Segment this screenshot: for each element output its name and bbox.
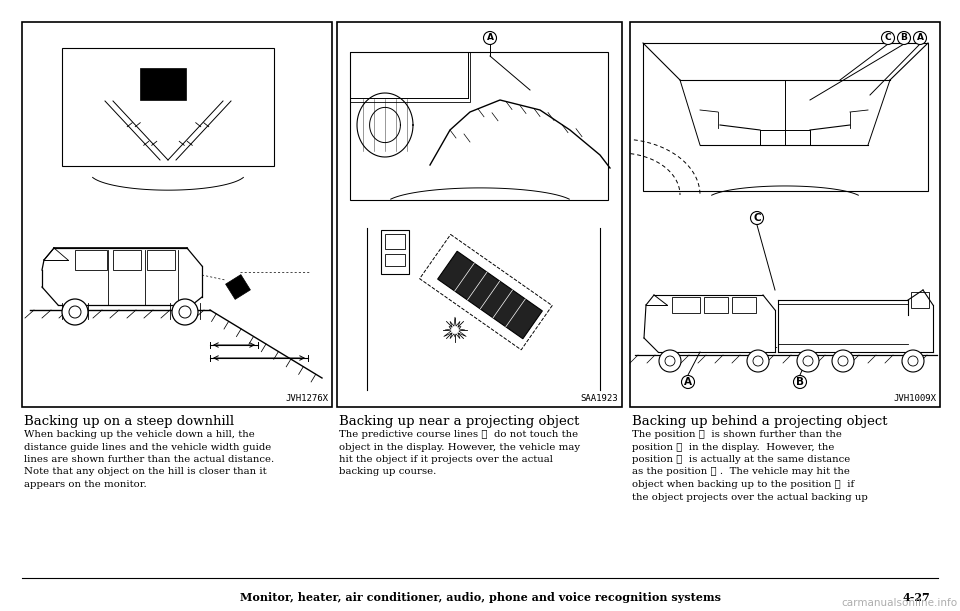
Bar bbox=[732, 297, 756, 313]
Bar bbox=[672, 297, 700, 313]
Circle shape bbox=[803, 356, 813, 366]
Text: Monitor, heater, air conditioner, audio, phone and voice recognition systems: Monitor, heater, air conditioner, audio,… bbox=[239, 592, 721, 603]
Text: When backing up the vehicle down a hill, the
distance guide lines and the vehicl: When backing up the vehicle down a hill,… bbox=[24, 430, 275, 489]
Text: Backing up behind a projecting object: Backing up behind a projecting object bbox=[632, 415, 887, 428]
Circle shape bbox=[747, 350, 769, 372]
Bar bbox=[62, 48, 274, 166]
Text: JVH1276X: JVH1276X bbox=[285, 394, 328, 403]
Circle shape bbox=[797, 350, 819, 372]
Text: Backing up near a projecting object: Backing up near a projecting object bbox=[339, 415, 580, 428]
Circle shape bbox=[794, 376, 806, 389]
Circle shape bbox=[832, 350, 854, 372]
Circle shape bbox=[751, 211, 763, 224]
Bar bbox=[911, 292, 929, 308]
Text: C: C bbox=[885, 34, 891, 43]
Text: C: C bbox=[754, 213, 761, 223]
Text: A: A bbox=[684, 377, 692, 387]
Circle shape bbox=[908, 356, 918, 366]
Bar bbox=[350, 52, 470, 102]
Circle shape bbox=[484, 32, 496, 45]
Text: The position Ⓒ  is shown further than the
position Ⓑ  in the display.  However, : The position Ⓒ is shown further than the… bbox=[632, 430, 868, 502]
Circle shape bbox=[838, 356, 848, 366]
Circle shape bbox=[69, 306, 81, 318]
Polygon shape bbox=[226, 274, 251, 299]
Bar bbox=[140, 68, 186, 100]
Circle shape bbox=[62, 299, 88, 325]
Bar bbox=[381, 230, 409, 274]
Text: B: B bbox=[900, 34, 907, 43]
Circle shape bbox=[179, 306, 191, 318]
Bar bbox=[630, 22, 940, 407]
Bar bbox=[760, 130, 810, 145]
Text: JVH1009X: JVH1009X bbox=[893, 394, 936, 403]
Text: A: A bbox=[487, 34, 493, 43]
Circle shape bbox=[898, 32, 910, 45]
Bar bbox=[643, 43, 928, 191]
Bar bbox=[22, 22, 332, 407]
Polygon shape bbox=[444, 317, 467, 338]
Text: B: B bbox=[796, 377, 804, 387]
Text: 4-27: 4-27 bbox=[902, 592, 930, 603]
Circle shape bbox=[682, 376, 694, 389]
Circle shape bbox=[665, 356, 675, 366]
Bar bbox=[75, 250, 107, 270]
Circle shape bbox=[659, 350, 681, 372]
Circle shape bbox=[902, 350, 924, 372]
Text: A: A bbox=[917, 34, 924, 43]
Bar bbox=[350, 52, 608, 200]
Bar bbox=[385, 254, 405, 266]
Bar bbox=[337, 22, 622, 407]
Circle shape bbox=[172, 299, 198, 325]
Text: SAA1923: SAA1923 bbox=[581, 394, 618, 403]
Circle shape bbox=[914, 32, 926, 45]
Bar bbox=[147, 250, 175, 270]
Bar bbox=[704, 297, 728, 313]
Circle shape bbox=[881, 32, 895, 45]
Circle shape bbox=[753, 356, 763, 366]
Text: carmanualsonline.info: carmanualsonline.info bbox=[841, 598, 957, 608]
Bar bbox=[113, 250, 141, 270]
Text: Backing up on a steep downhill: Backing up on a steep downhill bbox=[24, 415, 234, 428]
Polygon shape bbox=[438, 251, 542, 338]
Bar bbox=[385, 234, 405, 249]
Text: The predictive course lines Ⓐ  do not touch the
object in the display. However, : The predictive course lines Ⓐ do not tou… bbox=[339, 430, 580, 477]
